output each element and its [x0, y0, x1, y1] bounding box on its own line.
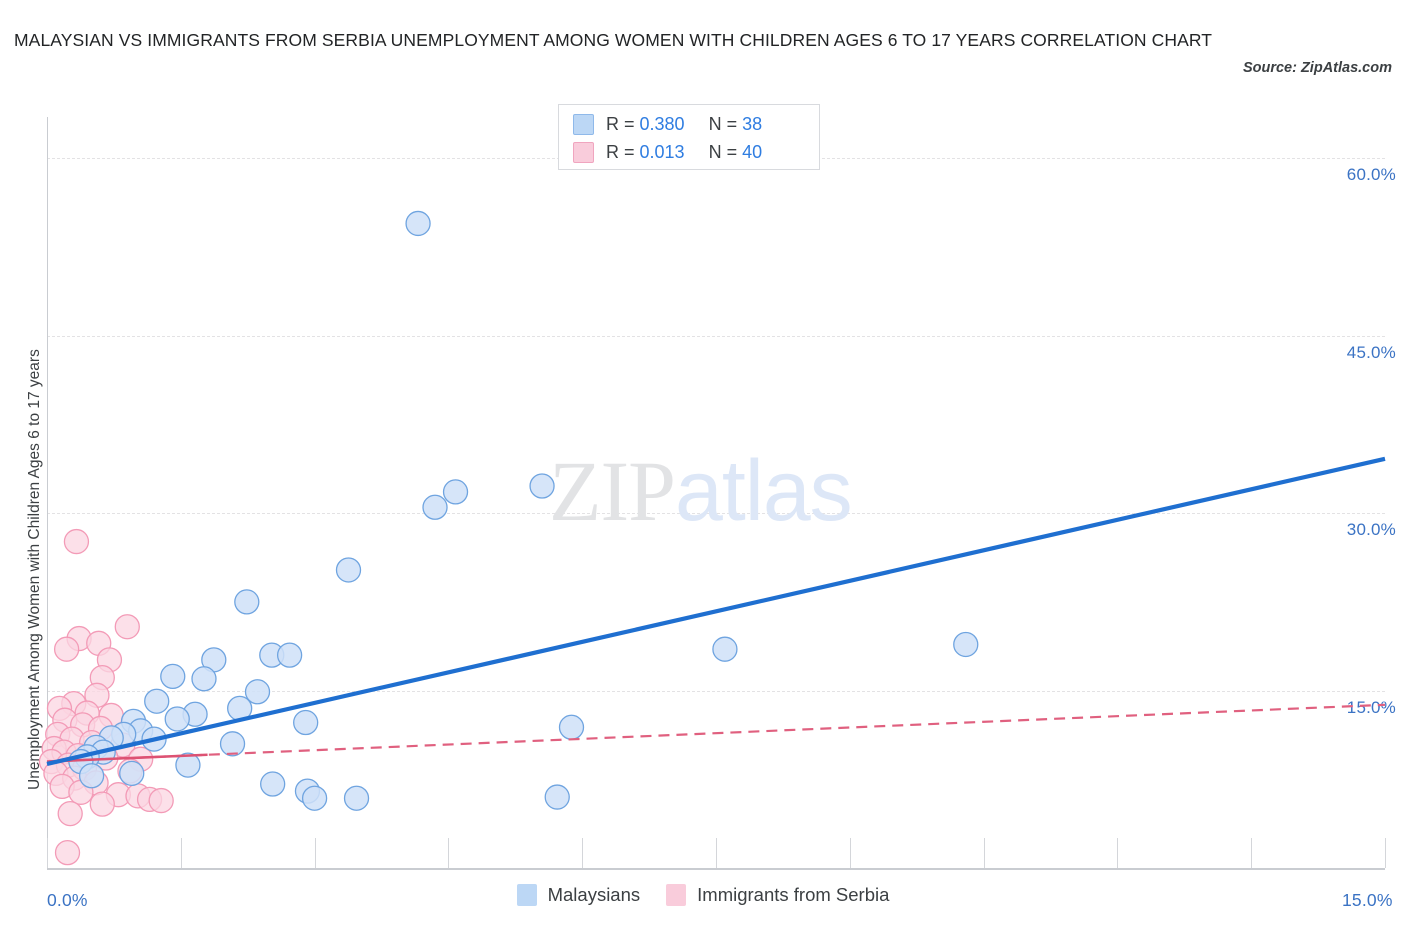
x-tick-label-min: 0.0% — [47, 890, 88, 910]
data-point-malaysians — [544, 784, 570, 810]
legend-swatch-malaysians — [516, 884, 537, 906]
data-point-serbia — [63, 528, 90, 555]
data-point-malaysians — [335, 557, 362, 583]
trendline-malaysians — [46, 456, 1386, 766]
swatch-malaysians — [573, 113, 594, 135]
stat-row-serbia: R = 0.013 N = 40 — [573, 138, 807, 166]
data-point-malaysians — [160, 663, 186, 690]
data-point-malaysians — [301, 785, 328, 811]
x-tick-10 — [1385, 838, 1386, 868]
x-tick-7 — [983, 838, 985, 868]
x-tick-4 — [582, 838, 584, 868]
gridline-30.0% — [47, 513, 1385, 515]
trendline-serbia-solid-segment — [46, 753, 208, 763]
gridline-45.0% — [47, 335, 1385, 337]
x-tick-3 — [448, 838, 450, 868]
data-point-malaysians — [558, 714, 585, 740]
data-point-serbia — [53, 636, 80, 662]
data-point-malaysians — [442, 479, 469, 505]
data-point-malaysians — [953, 631, 979, 658]
data-point-malaysians — [191, 666, 217, 692]
data-point-malaysians — [422, 494, 448, 520]
legend-entry-malaysians[interactable]: Malaysians — [516, 884, 641, 906]
y-axis-line — [47, 117, 48, 869]
series-legend: Malaysians Immigrants from Serbia — [0, 884, 1406, 906]
data-point-malaysians — [529, 473, 555, 499]
source-label: Source: ZipAtlas.com — [1242, 60, 1392, 76]
r-label-malaysians: R = — [606, 113, 635, 134]
r-value-malaysians: 0.380 — [639, 113, 685, 134]
y-tick-label-45.0%: 45.0% — [1346, 342, 1396, 362]
n-label-malaysians: N = — [708, 113, 738, 134]
legend-swatch-serbia — [666, 884, 687, 906]
data-point-serbia — [57, 800, 83, 827]
n-label-serbia: N = — [708, 141, 738, 162]
data-point-malaysians — [164, 706, 190, 732]
data-point-malaysians — [405, 210, 431, 237]
trendline-serbia — [46, 703, 1386, 763]
n-value-serbia: 40 — [742, 141, 763, 162]
legend-label-serbia: Immigrants from Serbia — [697, 884, 890, 905]
legend-label-malaysians: Malaysians — [547, 884, 641, 905]
n-value-malaysians: 38 — [742, 113, 763, 134]
data-point-malaysians — [712, 636, 738, 662]
y-tick-label-60.0%: 60.0% — [1346, 165, 1396, 185]
data-point-malaysians — [260, 771, 286, 797]
x-axis-line — [47, 868, 1385, 870]
data-point-malaysians — [219, 731, 246, 757]
data-point-malaysians — [78, 763, 105, 789]
x-tick-0 — [47, 838, 48, 868]
r-value-serbia: 0.013 — [639, 141, 685, 162]
x-tick-9 — [1251, 838, 1253, 868]
data-point-malaysians — [293, 709, 319, 736]
data-point-serbia — [89, 791, 115, 817]
x-tick-5 — [716, 838, 717, 868]
y-tick-label-15.0%: 15.0% — [1346, 697, 1396, 717]
data-point-malaysians — [119, 760, 145, 787]
data-point-serbia — [148, 787, 174, 814]
y-tick-label-30.0%: 30.0% — [1346, 520, 1396, 540]
data-point-malaysians — [175, 752, 201, 778]
page-title: MALAYSIAN VS IMMIGRANTS FROM SERBIA UNEM… — [14, 30, 1213, 50]
data-point-serbia — [114, 614, 140, 640]
data-point-malaysians — [343, 785, 370, 811]
x-tick-8 — [1117, 838, 1119, 868]
x-tick-2 — [314, 838, 316, 868]
gridline-15.0% — [47, 690, 1385, 692]
title-block: MALAYSIAN VS IMMIGRANTS FROM SERBIA UNEM… — [14, 20, 1254, 60]
data-point-malaysians — [276, 642, 303, 668]
correlation-stats-box: R = 0.380 N = 38 R = 0.013 N = 40 — [558, 104, 820, 170]
stat-row-malaysians: R = 0.380 N = 38 — [573, 110, 807, 138]
data-point-malaysians — [234, 589, 260, 615]
x-tick-label-max: 15.0% — [1342, 890, 1393, 910]
data-point-malaysians — [244, 679, 271, 705]
x-tick-6 — [849, 838, 851, 868]
r-label-serbia: R = — [606, 141, 635, 162]
swatch-serbia — [573, 141, 594, 163]
legend-entry-serbia[interactable]: Immigrants from Serbia — [666, 884, 889, 906]
x-tick-1 — [180, 838, 182, 868]
data-point-malaysians — [144, 688, 170, 714]
data-point-serbia — [54, 839, 81, 866]
